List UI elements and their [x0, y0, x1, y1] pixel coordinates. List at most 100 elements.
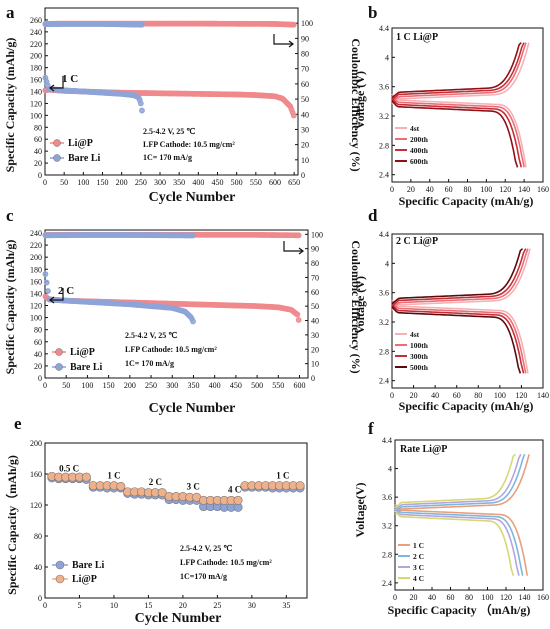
y-tick-label-b: 3.2	[379, 112, 389, 121]
x-tick-label-e: 30	[248, 601, 256, 610]
x-tick-label-f: 120	[500, 593, 512, 602]
xlabel-b: Specific Capacity (mAh/g)	[399, 194, 534, 208]
x-tick-label-c: 50	[62, 381, 70, 390]
legend-label-b: 600th	[410, 157, 429, 166]
y-tick-label-d: 2.4	[379, 377, 389, 386]
title-d: 2 C Li@P	[396, 236, 438, 247]
y2-tick-label-c: 40	[311, 317, 319, 326]
y-tick-label-d: 3.2	[379, 318, 389, 327]
rate-point-e	[233, 495, 243, 505]
y-tick-label-c: 220	[30, 241, 42, 250]
x-tick-label-b: 100	[480, 185, 492, 194]
x-tick-label-c: 500	[251, 381, 263, 390]
efficiency-point-c	[190, 232, 196, 239]
capacity-point-c	[294, 311, 301, 318]
condition-a-1: LFP Cathode: 10.5 mg/cm²	[143, 140, 235, 149]
y-tick-label-a: 40	[34, 147, 42, 156]
x-tick-label-e: 5	[77, 601, 81, 610]
x-tick-label-a: 600	[269, 178, 281, 187]
y-tick-label-a: 80	[34, 123, 42, 132]
ylabel-c: Specific Capacity (mAh/g)	[3, 240, 17, 375]
x-tick-label-b: 20	[407, 185, 415, 194]
rate-point-e	[157, 488, 167, 498]
y-tick-label-d: 4	[385, 259, 389, 268]
left-axis-arrow-c	[51, 288, 64, 301]
plot-frame-d	[391, 233, 544, 389]
charge-curve-b	[391, 42, 530, 105]
x-tick-label-e: 25	[213, 601, 221, 610]
legend-c-1: Bare Li	[70, 362, 103, 373]
rate-point-e	[295, 481, 305, 491]
x-tick-label-c: 0	[43, 381, 47, 390]
panel-d: d Voltage (V) Specific Capacity (mAh/g) …	[353, 206, 549, 413]
ylabel-b: Voltage (V)	[353, 71, 367, 129]
y2-tick-label-c: 20	[311, 345, 319, 354]
y-tick-label-a: 60	[34, 135, 42, 144]
legend-label-f: 3 C	[413, 563, 424, 572]
x-tick-label-c: 600	[294, 381, 306, 390]
discharge-curve-b	[391, 93, 527, 168]
x-tick-label-f: 0	[393, 593, 397, 602]
legend-label-b: 200th	[410, 135, 429, 144]
charge-curve-f	[394, 454, 530, 515]
x-tick-label-e: 20	[179, 601, 187, 610]
y-tick-label-f: 2.8	[382, 550, 392, 559]
y-tick-label-b: 2.8	[379, 141, 389, 150]
capacity-point-c	[43, 279, 50, 286]
condition-c-1: LFP Cathode: 10.5 mg/cm²	[125, 345, 217, 354]
y2-tick-label-a: 20	[301, 141, 309, 150]
discharge-curve-f	[394, 510, 515, 576]
y-tick-label-f: 2.4	[382, 579, 392, 588]
y2label-a: Coulombic Efficiency (%)	[349, 38, 363, 171]
x-tick-label-c: 350	[187, 381, 199, 390]
x-tick-label-c: 400	[209, 381, 221, 390]
y-tick-label-c: 240	[30, 229, 42, 238]
rate-label-e: 1 C	[276, 471, 289, 481]
y-tick-label-c: 20	[34, 362, 42, 371]
y2-tick-label-c: 0	[311, 374, 315, 383]
legend-a-1: Bare Li	[68, 153, 101, 164]
y-tick-label-c: 0	[38, 374, 42, 383]
y-tick-label-b: 2.4	[379, 171, 389, 180]
x-tick-label-d: 0	[390, 391, 394, 400]
panel-e: e Specific Capacity（mAh/g) Cycle Number …	[4, 414, 308, 626]
discharge-curve-f	[394, 505, 524, 576]
xlabel-d: Specific Capacity (mAh/g)	[399, 399, 534, 413]
y2-tick-label-a: 10	[301, 156, 309, 165]
legend-label-f: 4 C	[413, 574, 424, 583]
x-tick-label-a: 400	[192, 178, 204, 187]
discharge-curve-d	[391, 299, 529, 374]
x-tick-label-a: 150	[97, 178, 109, 187]
x-tick-label-a: 0	[43, 178, 47, 187]
y2-tick-label-a: 30	[301, 125, 309, 134]
x-tick-label-f: 40	[428, 593, 436, 602]
y-tick-label-a: 120	[30, 99, 42, 108]
y-tick-label-b: 4.4	[379, 24, 389, 33]
condition-e-2: 1C=170 mA/g	[180, 572, 227, 581]
rate-label-e: 3 C	[187, 482, 200, 492]
ylabel-e: Specific Capacity（mAh/g)	[4, 455, 19, 595]
x-tick-label-f: 20	[410, 593, 418, 602]
x-tick-label-a: 550	[250, 178, 262, 187]
y2-tick-label-c: 10	[311, 360, 319, 369]
title-b: 1 C Li@P	[396, 32, 438, 43]
x-tick-label-b: 40	[426, 185, 434, 194]
y-tick-label-a: 260	[30, 16, 42, 25]
x-tick-label-b: 60	[445, 185, 453, 194]
discharge-curve-d	[391, 306, 522, 374]
y2-tick-label-c: 60	[311, 288, 319, 297]
x-tick-label-d: 100	[494, 391, 506, 400]
y2-tick-label-a: 80	[301, 50, 309, 59]
discharge-curve-b	[391, 100, 519, 168]
y-tick-label-b: 4	[385, 53, 389, 62]
x-tick-label-c: 250	[145, 381, 157, 390]
charge-curve-b	[391, 42, 525, 101]
x-tick-label-a: 250	[135, 178, 147, 187]
y-tick-label-a: 240	[30, 28, 42, 37]
y-tick-label-a: 160	[30, 76, 42, 85]
panel-letter-f: f	[368, 419, 374, 438]
xlabel-a: Cycle Number	[149, 190, 236, 205]
x-tick-label-e: 0	[43, 601, 47, 610]
legend-marker-e	[55, 560, 65, 570]
